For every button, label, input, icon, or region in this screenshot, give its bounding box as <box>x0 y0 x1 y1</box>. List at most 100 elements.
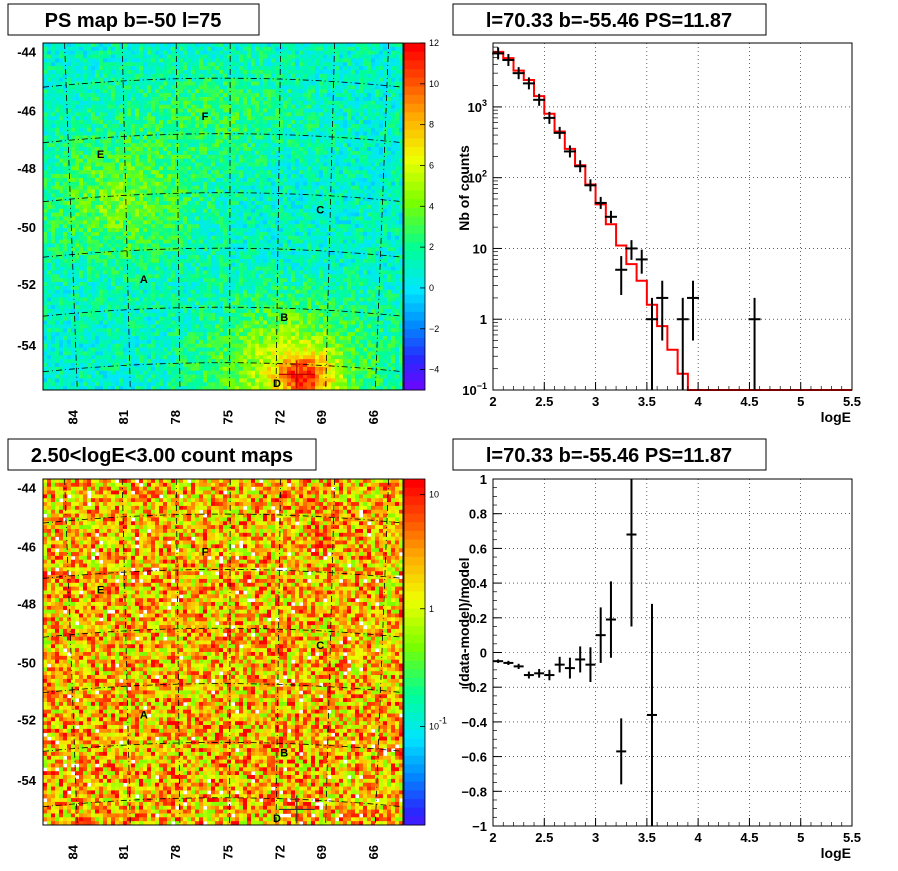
heatmap-cell <box>315 247 320 252</box>
heatmap-cell <box>291 150 296 156</box>
heatmap-cell <box>347 123 352 129</box>
heatmap-cell <box>263 85 268 90</box>
heatmap-cell <box>63 212 68 217</box>
heatmap-cell <box>167 247 172 252</box>
heatmap-cell <box>287 135 292 140</box>
heatmap-cell <box>191 251 196 256</box>
heatmap-cell <box>391 162 396 167</box>
heatmap-cell <box>351 220 356 225</box>
heatmap-cell <box>243 116 248 121</box>
heatmap-cell <box>155 239 160 244</box>
heatmap-cell <box>371 43 376 48</box>
heatmap-cell <box>283 228 288 233</box>
heatmap-cell <box>395 77 400 82</box>
heatmap-cell <box>355 135 360 140</box>
heatmap-cell <box>303 100 308 106</box>
heatmap-cell <box>59 162 64 167</box>
heatmap-cell <box>103 170 108 175</box>
heatmap-cell <box>391 139 396 144</box>
heatmap-cell <box>103 228 108 233</box>
heatmap-cell <box>135 46 140 52</box>
heatmap-cell <box>199 251 204 256</box>
heatmap-cell <box>119 62 124 67</box>
heatmap-cell <box>287 231 292 237</box>
heatmap-cell <box>91 162 96 167</box>
heatmap-cell <box>399 216 404 221</box>
heatmap-cell <box>287 235 292 240</box>
heatmap-cell <box>307 81 312 86</box>
heatmap-cell <box>111 177 116 183</box>
heatmap-cell <box>151 255 156 260</box>
heatmap-cell <box>323 104 328 109</box>
heatmap-cell <box>399 96 404 102</box>
heatmap-cell <box>55 185 60 190</box>
heatmap-cell <box>339 147 344 152</box>
heatmap-cell <box>343 181 348 187</box>
heatmap-cell <box>335 185 340 190</box>
heatmap-cell <box>335 231 340 237</box>
heatmap-cell <box>347 143 352 148</box>
heatmap-cell <box>183 127 188 133</box>
heatmap-cell <box>191 247 196 252</box>
heatmap-cell <box>47 247 52 252</box>
heatmap-cell <box>399 77 404 82</box>
heatmap-cell <box>111 108 116 113</box>
heatmap-cell <box>95 166 100 171</box>
heatmap-cell <box>47 208 52 213</box>
heatmap-cell <box>147 54 152 59</box>
heatmap-cell <box>271 166 276 171</box>
heatmap-cell <box>351 73 356 79</box>
heatmap-cell <box>43 123 48 129</box>
heatmap-cell <box>287 247 292 252</box>
heatmap-cell <box>399 123 404 129</box>
heatmap-cell <box>299 231 304 237</box>
heatmap-cell <box>87 127 92 133</box>
heatmap-cell <box>227 147 232 152</box>
heatmap-cell <box>95 177 100 183</box>
heatmap-cell <box>263 239 268 244</box>
heatmap-cell <box>159 251 164 256</box>
heatmap-cell <box>231 208 236 213</box>
heatmap-cell <box>263 77 268 82</box>
heatmap-cell <box>239 123 244 129</box>
heatmap-cell <box>227 85 232 90</box>
heatmap-cell <box>115 85 120 90</box>
heatmap-cell <box>243 228 248 233</box>
heatmap-cell <box>59 46 64 52</box>
heatmap-cell <box>163 96 168 102</box>
heatmap-cell <box>103 220 108 225</box>
heatmap-cell <box>247 62 252 67</box>
heatmap-cell <box>67 170 72 175</box>
heatmap-cell <box>131 112 136 117</box>
heatmap-cell <box>395 251 400 256</box>
heatmap-cell <box>219 147 224 152</box>
heatmap-cell <box>355 120 360 125</box>
heatmap-cell <box>163 158 168 163</box>
heatmap-cell <box>107 247 112 252</box>
heatmap-cell <box>251 62 256 67</box>
heatmap-cell <box>151 147 156 152</box>
heatmap-cell <box>347 131 352 136</box>
heatmap-cell <box>387 235 392 240</box>
heatmap-cell <box>91 147 96 152</box>
heatmap-cell <box>211 108 216 113</box>
heatmap-cell <box>399 50 404 55</box>
heatmap-cell <box>363 177 368 183</box>
heatmap-cell <box>339 66 344 71</box>
heatmap-cell <box>315 243 320 248</box>
heatmap-cell <box>103 185 108 190</box>
heatmap-cell <box>391 54 396 59</box>
heatmap-cell <box>303 201 308 206</box>
heatmap-cell <box>227 208 232 213</box>
heatmap-cell <box>179 201 184 206</box>
heatmap-cell <box>383 127 388 133</box>
heatmap-cell <box>43 58 48 63</box>
heatmap-cell <box>355 154 360 160</box>
heatmap-cell <box>343 96 348 102</box>
heatmap-cell <box>255 54 260 59</box>
heatmap-cell <box>199 93 204 98</box>
heatmap-cell <box>183 77 188 82</box>
heatmap-cell <box>323 46 328 52</box>
heatmap-cell <box>251 162 256 167</box>
